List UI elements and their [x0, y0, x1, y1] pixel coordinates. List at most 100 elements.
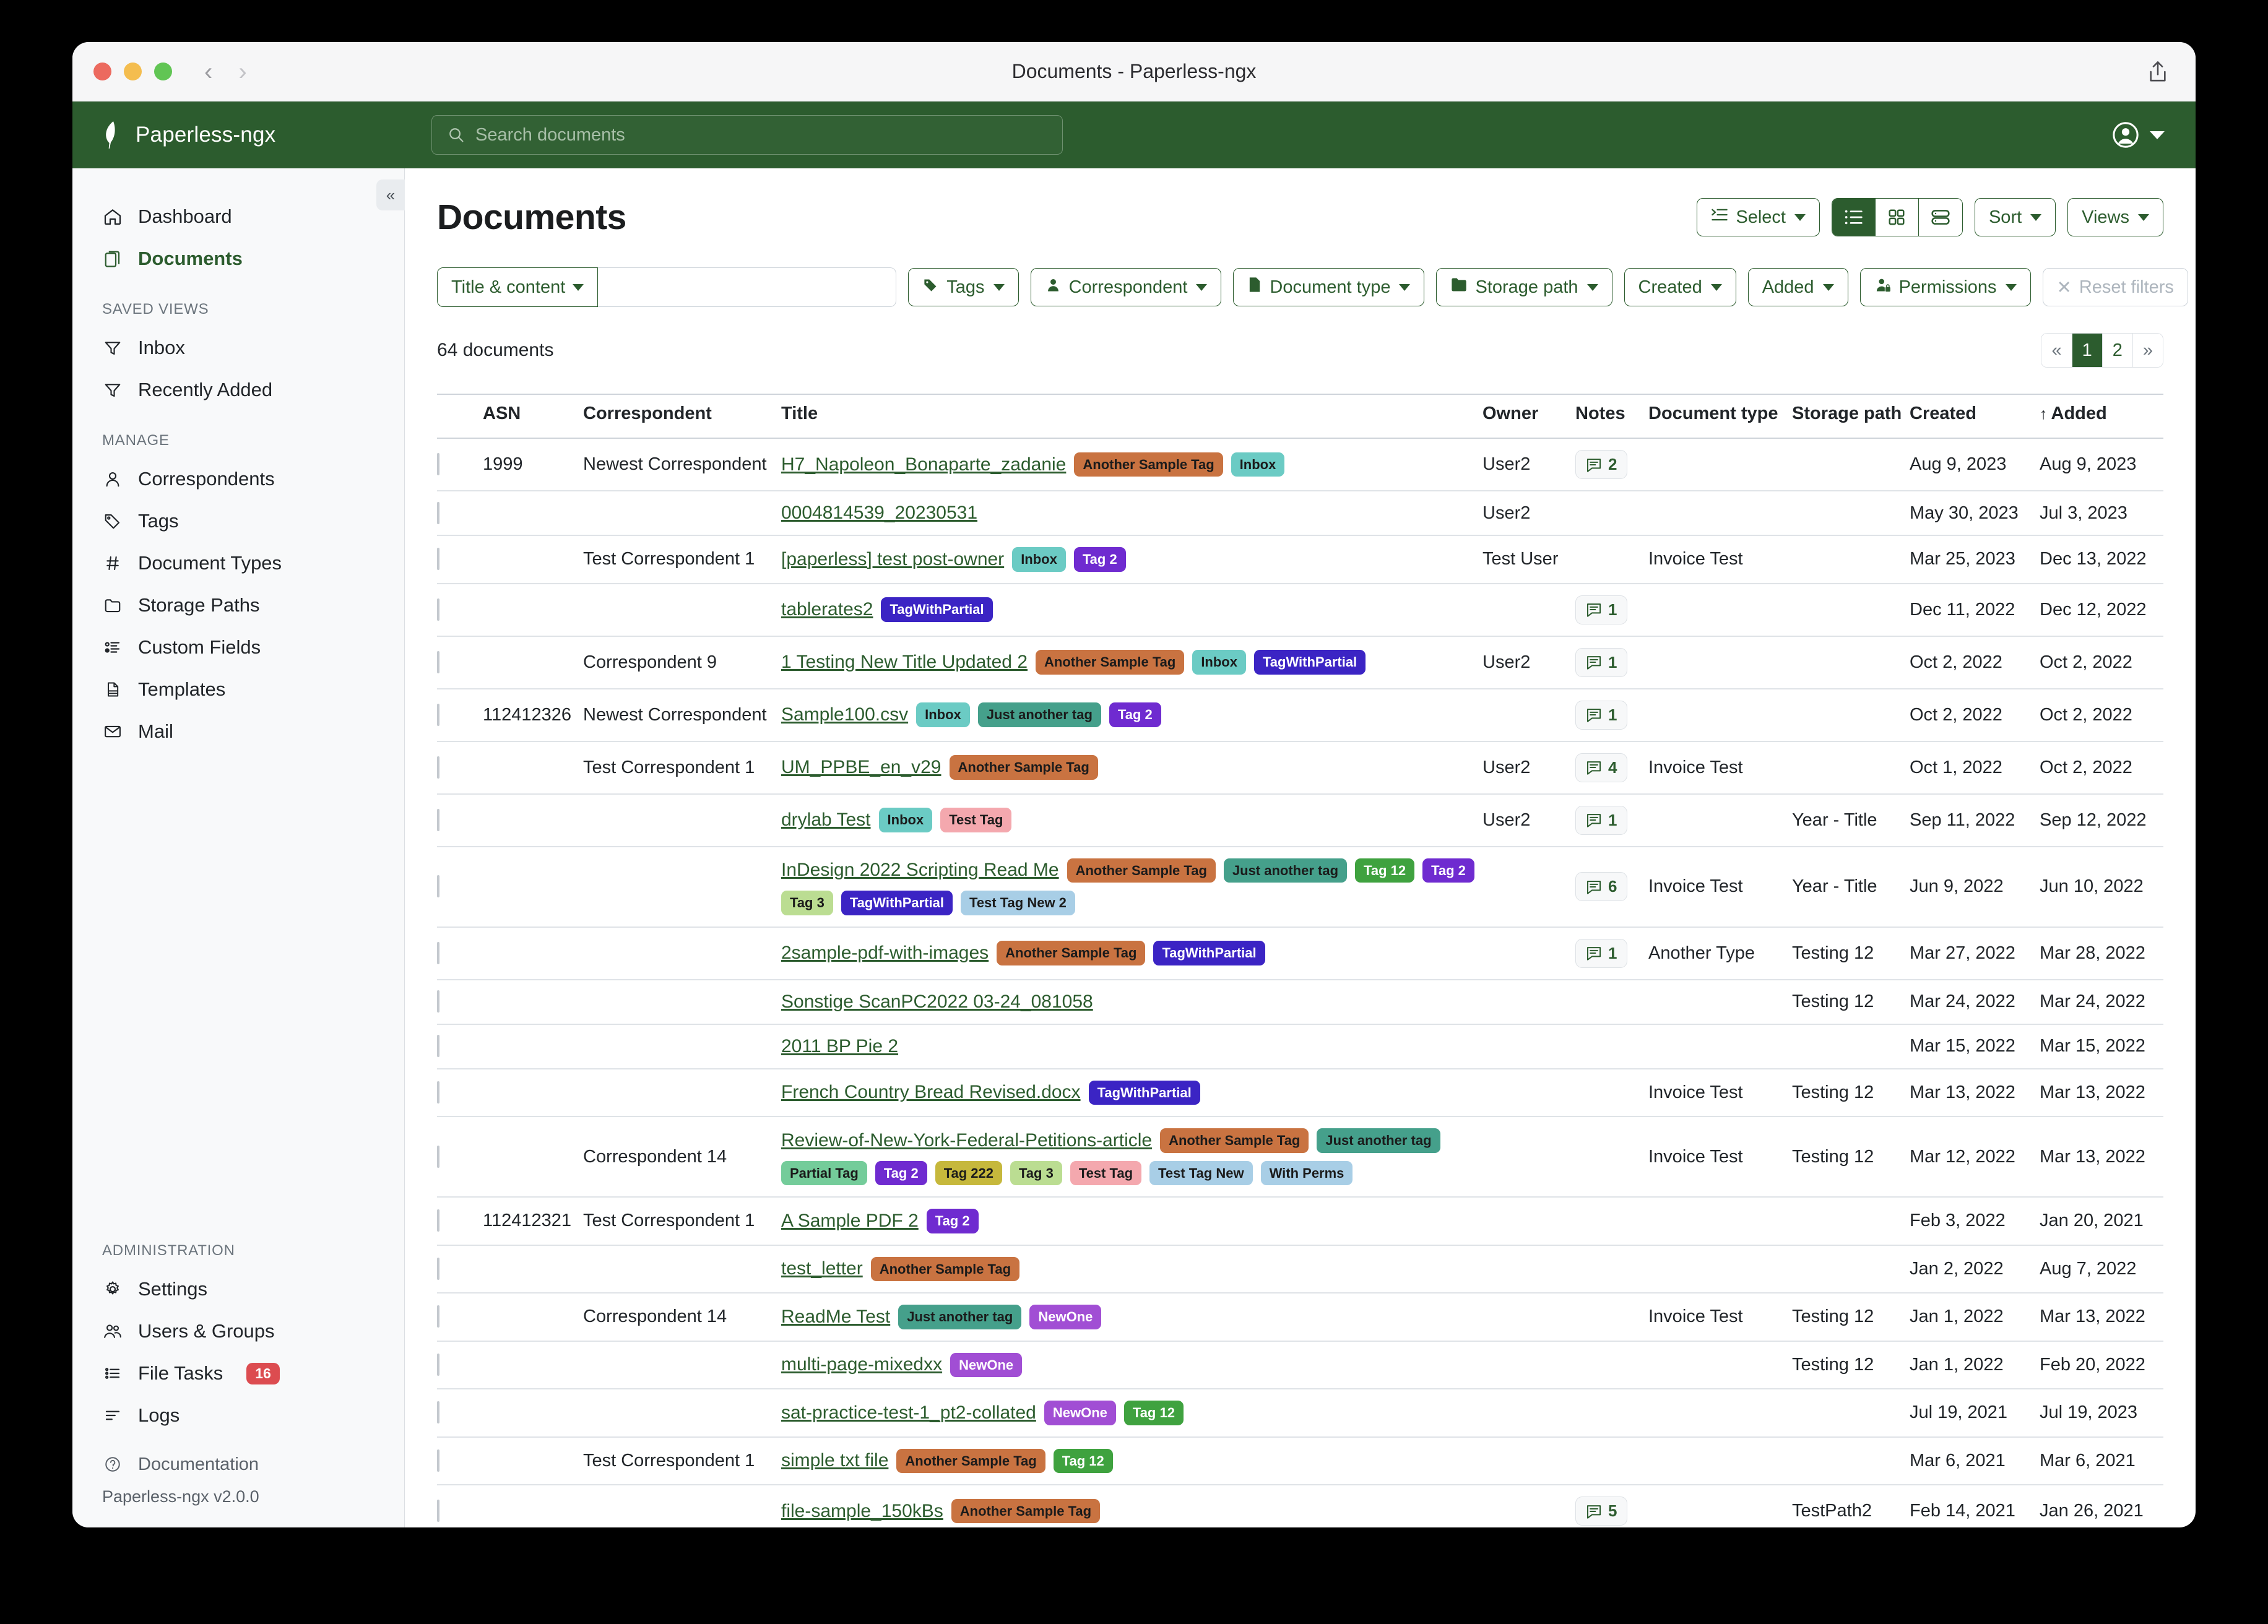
- document-title-link[interactable]: Review-of-New-York-Federal-Petitions-art…: [781, 1129, 1153, 1151]
- cell-document-type[interactable]: [1648, 1485, 1792, 1527]
- document-title-link[interactable]: 1 Testing New Title Updated 2: [781, 652, 1028, 672]
- document-title-link[interactable]: [paperless] test post-owner: [781, 548, 1005, 569]
- cell-storage-path[interactable]: Testing 12: [1792, 1068, 1910, 1117]
- document-tag[interactable]: Another Sample Tag: [997, 941, 1146, 965]
- cell-correspondent[interactable]: Correspondent 9: [583, 636, 781, 689]
- row-select-cell[interactable]: [437, 793, 483, 847]
- table-row[interactable]: Test Correspondent 1 simple txt file Anoth…: [437, 1436, 2163, 1485]
- row-checkbox[interactable]: [437, 453, 439, 475]
- document-tag[interactable]: TagWithPartial: [1153, 941, 1265, 965]
- notes-badge[interactable]: 6: [1575, 872, 1628, 901]
- document-tag[interactable]: NewOne: [1044, 1401, 1116, 1425]
- row-select-cell[interactable]: [437, 1341, 483, 1389]
- document-tag[interactable]: Tag 2: [926, 1209, 979, 1233]
- cell-storage-path[interactable]: [1792, 583, 1910, 637]
- minimize-window-icon[interactable]: [124, 63, 142, 80]
- cell-storage-path[interactable]: Testing 12: [1792, 1116, 1910, 1198]
- row-checkbox[interactable]: [437, 990, 439, 1013]
- cell-document-type[interactable]: [1648, 491, 1792, 536]
- row-checkbox[interactable]: [437, 501, 439, 524]
- cell-storage-path[interactable]: [1792, 1436, 1910, 1485]
- row-select-cell[interactable]: [437, 535, 483, 584]
- document-title-link[interactable]: InDesign 2022 Scripting Read Me: [781, 860, 1059, 881]
- row-select-cell[interactable]: [437, 926, 483, 980]
- search-input[interactable]: [475, 124, 1046, 145]
- col-asn[interactable]: ASN: [483, 394, 583, 439]
- cell-correspondent[interactable]: [583, 491, 781, 536]
- cell-storage-path[interactable]: [1792, 688, 1910, 742]
- reset-filters-button[interactable]: ✕ Reset filters: [2042, 268, 2188, 306]
- cell-correspondent[interactable]: Test Correspondent 1: [583, 741, 781, 795]
- cell-document-type[interactable]: [1648, 438, 1792, 491]
- document-tag[interactable]: Another Sample Tag: [1036, 650, 1185, 675]
- document-tag[interactable]: Tag 2: [1109, 702, 1161, 727]
- document-tag[interactable]: Test Tag New 2: [961, 891, 1075, 915]
- document-title-link[interactable]: test_letter: [781, 1258, 863, 1279]
- document-tag[interactable]: Inbox: [1192, 650, 1246, 675]
- notes-badge[interactable]: 4: [1575, 753, 1628, 782]
- row-checkbox[interactable]: [437, 941, 439, 964]
- sidebar-item-storage-paths[interactable]: Storage Paths: [72, 584, 404, 626]
- sidebar-item-tags[interactable]: Tags: [72, 500, 404, 542]
- table-row[interactable]: sat-practice-test-1_pt2-collated NewOne Ta…: [437, 1389, 2163, 1438]
- row-select-cell[interactable]: [437, 1485, 483, 1527]
- browser-nav[interactable]: ‹ ›: [204, 59, 247, 84]
- app-brand[interactable]: Paperless-ngx: [97, 120, 431, 150]
- document-tag[interactable]: Inbox: [878, 808, 933, 832]
- cell-storage-path[interactable]: [1792, 1245, 1910, 1294]
- col-added[interactable]: ↑ Added: [2040, 394, 2163, 439]
- row-select-cell[interactable]: [437, 583, 483, 637]
- tags-filter-button[interactable]: Tags: [908, 268, 1019, 306]
- row-select-cell[interactable]: [437, 1197, 483, 1246]
- cell-storage-path[interactable]: Testing 12: [1792, 979, 1910, 1025]
- document-tag[interactable]: Another Sample Tag: [1074, 452, 1223, 477]
- chevron-down-icon[interactable]: [2150, 131, 2165, 139]
- document-title-link[interactable]: UM_PPBE_en_v29: [781, 757, 941, 777]
- cell-storage-path[interactable]: [1792, 438, 1910, 491]
- cell-correspondent[interactable]: [583, 846, 781, 928]
- table-row[interactable]: InDesign 2022 Scripting Read Me Another S…: [437, 846, 2163, 928]
- document-tag[interactable]: Another Sample Tag: [1160, 1128, 1309, 1153]
- row-checkbox[interactable]: [437, 756, 439, 779]
- cell-correspondent[interactable]: Newest Correspondent: [583, 438, 781, 491]
- pagination-last[interactable]: »: [2132, 334, 2163, 367]
- table-row[interactable]: 112412326 Newest Correspondent Sample100.c…: [437, 688, 2163, 742]
- table-row[interactable]: Correspondent 14 ReadMe Test Just another …: [437, 1293, 2163, 1342]
- document-title-link[interactable]: 2sample-pdf-with-images: [781, 943, 989, 963]
- row-select-cell[interactable]: [437, 1245, 483, 1294]
- table-row[interactable]: file-sample_150kBs Another Sample Tag 5 Tes…: [437, 1485, 2163, 1527]
- cell-storage-path[interactable]: Year - Title: [1792, 793, 1910, 847]
- row-select-cell[interactable]: [437, 1024, 483, 1069]
- row-checkbox[interactable]: [437, 1305, 439, 1328]
- document-title-link[interactable]: drylab Test: [781, 810, 871, 830]
- cell-correspondent[interactable]: Test Correspondent 1: [583, 535, 781, 584]
- table-row[interactable]: drylab Test Inbox Test Tag User2 1 Year - Tit…: [437, 793, 2163, 847]
- cell-storage-path[interactable]: [1792, 535, 1910, 584]
- cell-document-type[interactable]: [1648, 688, 1792, 742]
- cell-document-type[interactable]: Invoice Test: [1648, 1293, 1792, 1342]
- cell-correspondent[interactable]: Test Correspondent 1: [583, 1197, 781, 1246]
- document-tag[interactable]: Tag 2: [1422, 858, 1474, 883]
- table-row[interactable]: Sonstige ScanPC2022 03-24_081058 Testing …: [437, 979, 2163, 1025]
- document-title-link[interactable]: 0004814539_20230531: [781, 503, 978, 523]
- col-created[interactable]: Created: [1910, 394, 2040, 439]
- cell-document-type[interactable]: [1648, 583, 1792, 637]
- document-tag[interactable]: Tag 2: [1073, 547, 1126, 572]
- maximize-window-icon[interactable]: [154, 63, 172, 80]
- table-row[interactable]: 0004814539_20230531 User2 May 30, 2023 Jul …: [437, 491, 2163, 536]
- cell-storage-path[interactable]: Year - Title: [1792, 846, 1910, 928]
- cell-storage-path[interactable]: Testing 12: [1792, 926, 1910, 980]
- pagination-page-2[interactable]: 2: [2102, 334, 2133, 367]
- storage-path-filter-button[interactable]: Storage path: [1436, 268, 1612, 306]
- notes-badge[interactable]: 1: [1575, 700, 1628, 730]
- cell-correspondent[interactable]: [583, 1024, 781, 1069]
- sidebar-item-logs[interactable]: Logs: [72, 1394, 404, 1436]
- cell-correspondent[interactable]: [583, 583, 781, 637]
- row-checkbox[interactable]: [437, 1353, 439, 1376]
- table-row[interactable]: Test Correspondent 1 UM_PPBE_en_v29 Anothe…: [437, 741, 2163, 795]
- permissions-filter-button[interactable]: Permissions: [1859, 268, 2031, 306]
- table-row[interactable]: 2sample-pdf-with-images Another Sample Ta…: [437, 926, 2163, 980]
- table-row[interactable]: Correspondent 14 Review-of-New-York-Feder…: [437, 1116, 2163, 1198]
- detail-view-button[interactable]: [1918, 199, 1962, 236]
